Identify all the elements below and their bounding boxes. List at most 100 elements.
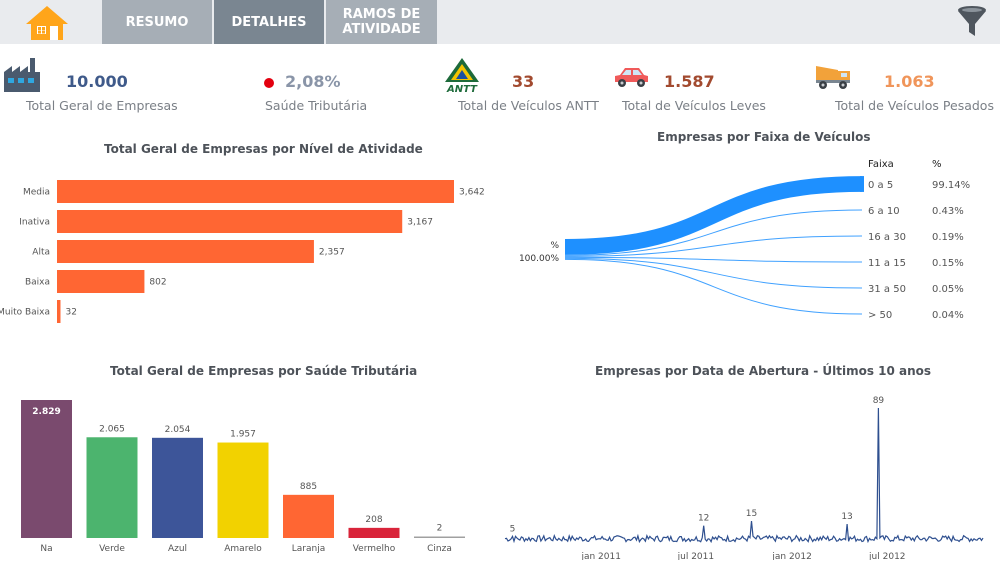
- bar-category-label: Na: [40, 544, 52, 554]
- red-dot-icon: [264, 78, 274, 88]
- bar-value-label: 3,642: [459, 188, 485, 198]
- bar-category-label: Laranja: [292, 544, 325, 554]
- chart-saude-tributaria-title: Total Geral de Empresas por Saúde Tribut…: [110, 364, 418, 378]
- sankey-faixa-label: 11 a 15: [868, 258, 906, 269]
- chart-data-abertura: 5 12 15 13 89 jan 2011 jul 2011 jan 2012 jul 201…: [504, 396, 984, 560]
- bar-muito-baixa: [57, 300, 61, 323]
- bar-azul: [152, 437, 203, 538]
- tab-resumo[interactable]: RESUMO: [102, 0, 212, 44]
- bar-value-label: 802: [149, 278, 166, 288]
- bar-category-label: Inativa: [19, 218, 50, 228]
- kpi-veiculos-antt-label: Total de Veículos ANTT: [458, 98, 599, 113]
- bar-na: [21, 400, 72, 538]
- kpi-saude-tributaria-value: 2,08%: [285, 72, 341, 91]
- factory-icon: [4, 58, 40, 92]
- bar-category-label: Amarelo: [224, 544, 262, 554]
- bar-category-label: Alta: [32, 248, 50, 258]
- chart-faixa-veiculos: % 100.00% Faixa % 0 a 5 99.14% 6 a 10 0.43% 16 a…: [519, 159, 970, 321]
- bar-baixa: [57, 270, 145, 293]
- kpi-veiculos-pesados-value: 1.063: [884, 72, 935, 91]
- sankey-faixa-label: 16 a 30: [868, 232, 906, 243]
- tab-detalhes[interactable]: DETALHES: [214, 0, 324, 44]
- sankey-faixa-label: 0 a 5: [868, 180, 893, 191]
- sankey-pct-label: 0.19%: [932, 232, 964, 243]
- line-annotation-label: 12: [698, 514, 709, 524]
- sankey-flow: [564, 257, 863, 289]
- line-series: [504, 407, 984, 544]
- bar-category-label: Vermelho: [353, 544, 396, 554]
- sankey-pct-label: 0.05%: [932, 284, 964, 295]
- sankey-pct-label: 0.04%: [932, 310, 964, 321]
- sankey-pct-label: 0.43%: [932, 206, 964, 217]
- bar-value-label: 1.957: [230, 430, 256, 440]
- bar-category-label: Muito Baixa: [0, 308, 50, 318]
- bar-cinza: [414, 536, 465, 538]
- bar-value-label: 885: [300, 482, 317, 492]
- sankey-faixa-label: > 50: [868, 310, 892, 321]
- truck-icon: [816, 66, 850, 89]
- home-icon[interactable]: [24, 4, 70, 42]
- sankey-faixa-label: 6 a 10: [868, 206, 900, 217]
- car-icon: [615, 68, 648, 87]
- line-x-tick-label: jul 2011: [677, 552, 714, 560]
- sankey-header-pct: %: [932, 159, 942, 170]
- chart-data-abertura-title: Empresas por Data de Abertura - Últimos …: [595, 364, 932, 378]
- tab-detalhes-label: DETALHES: [231, 14, 307, 30]
- sankey-source-label: %: [550, 241, 559, 251]
- bar-category-label: Media: [23, 188, 50, 198]
- bar-amarelo: [217, 442, 269, 538]
- kpi-veiculos-antt-value: 33: [512, 72, 535, 91]
- bar-media: [57, 180, 454, 203]
- bar-value-label: 2: [437, 524, 443, 534]
- kpi-veiculos-pesados-label: Total de Veículos Pesados: [835, 98, 994, 113]
- tab-ramos-label: RAMOS DE ATIVIDADE: [342, 7, 421, 37]
- sankey-header-faixa: Faixa: [868, 159, 894, 170]
- bar-category-label: Verde: [99, 544, 125, 554]
- line-x-tick-label: jan 2012: [771, 552, 812, 560]
- top-nav-bar: RESUMO DETALHES RAMOS DE ATIVIDADE: [0, 0, 1000, 44]
- sankey-source-value: 100.00%: [519, 254, 559, 264]
- bar-value-label: 2.829: [32, 407, 60, 417]
- sankey-flow: [564, 209, 863, 256]
- line-x-tick-label: jul 2012: [868, 552, 905, 560]
- bar-laranja: [283, 494, 334, 538]
- line-annotation-label: 13: [841, 512, 852, 522]
- bar-value-label: 3,167: [407, 218, 433, 228]
- bar-category-label: Azul: [168, 544, 187, 554]
- bar-vermelho: [348, 527, 400, 538]
- kpi-veiculos-leves-value: 1.587: [664, 72, 715, 91]
- bar-category-label: Baixa: [25, 278, 50, 288]
- kpi-total-empresas-value: 10.000: [66, 72, 128, 91]
- sankey-faixa-label: 31 a 50: [868, 284, 906, 295]
- bar-value-label: 2.065: [99, 424, 125, 434]
- bar-alta: [57, 240, 314, 263]
- filter-icon[interactable]: [956, 5, 988, 39]
- svg-text:ANTT: ANTT: [446, 84, 478, 94]
- line-x-tick-label: jan 2011: [580, 552, 621, 560]
- kpi-saude-tributaria-label: Saúde Tributária: [265, 98, 368, 113]
- chart-nivel-atividade: Media 3,642 Inativa 3,167 Alta 2,357 Baixa 802 M…: [0, 180, 485, 323]
- tab-resumo-label: RESUMO: [125, 14, 189, 30]
- sankey-flow: [564, 258, 863, 315]
- bar-inativa: [57, 210, 403, 233]
- chart-faixa-veiculos-title: Empresas por Faixa de Veículos: [657, 130, 871, 144]
- bar-value-label: 2.054: [165, 425, 191, 435]
- sankey-node: [860, 176, 864, 192]
- sankey-flow: [564, 235, 863, 257]
- sankey-flow: [564, 256, 863, 263]
- sankey-pct-label: 99.14%: [932, 180, 970, 191]
- line-annotation-label: 5: [510, 524, 516, 534]
- kpi-veiculos-leves-label: Total de Veículos Leves: [622, 98, 766, 113]
- chart-nivel-atividade-title: Total Geral de Empresas por Nível de Ati…: [104, 142, 423, 156]
- bar-category-label: Cinza: [427, 544, 452, 554]
- bar-value-label: 208: [365, 515, 382, 525]
- tab-ramos-de-atividade[interactable]: RAMOS DE ATIVIDADE: [326, 0, 437, 44]
- bar-value-label: 2,357: [319, 248, 345, 258]
- line-annotation-label: 15: [746, 509, 757, 519]
- bar-verde: [86, 437, 138, 538]
- sankey-flow: [564, 176, 863, 255]
- sankey-pct-label: 0.15%: [932, 258, 964, 269]
- line-annotation-label: 89: [873, 396, 885, 406]
- kpi-total-empresas-label: Total Geral de Empresas: [26, 98, 178, 113]
